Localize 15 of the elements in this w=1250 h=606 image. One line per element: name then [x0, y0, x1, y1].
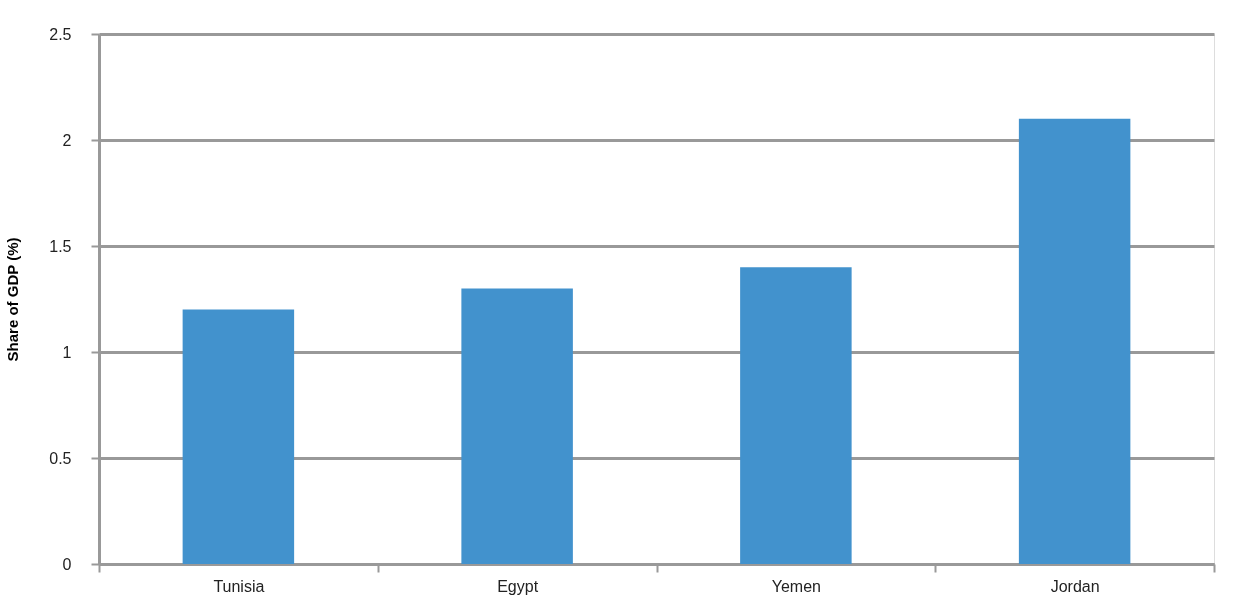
- x-tick-label: Jordan: [1050, 577, 1100, 595]
- y-tick-label: 2: [62, 131, 72, 149]
- y-tick-label: 1.5: [49, 237, 72, 255]
- y-axis-title: Share of GDP (%): [4, 237, 22, 362]
- bar: [740, 267, 852, 564]
- y-tick-label: 1: [62, 343, 72, 361]
- bar: [1018, 118, 1131, 564]
- y-tick-label: 2.5: [49, 25, 72, 43]
- x-tick-label: Tunisia: [213, 577, 265, 595]
- bar: [182, 309, 295, 564]
- x-tick-label: Egypt: [497, 577, 539, 595]
- y-tick-label: 0.5: [49, 449, 72, 467]
- x-tick-label: Yemen: [771, 577, 821, 595]
- bar: [461, 288, 573, 564]
- y-tick-label: 0: [62, 555, 72, 573]
